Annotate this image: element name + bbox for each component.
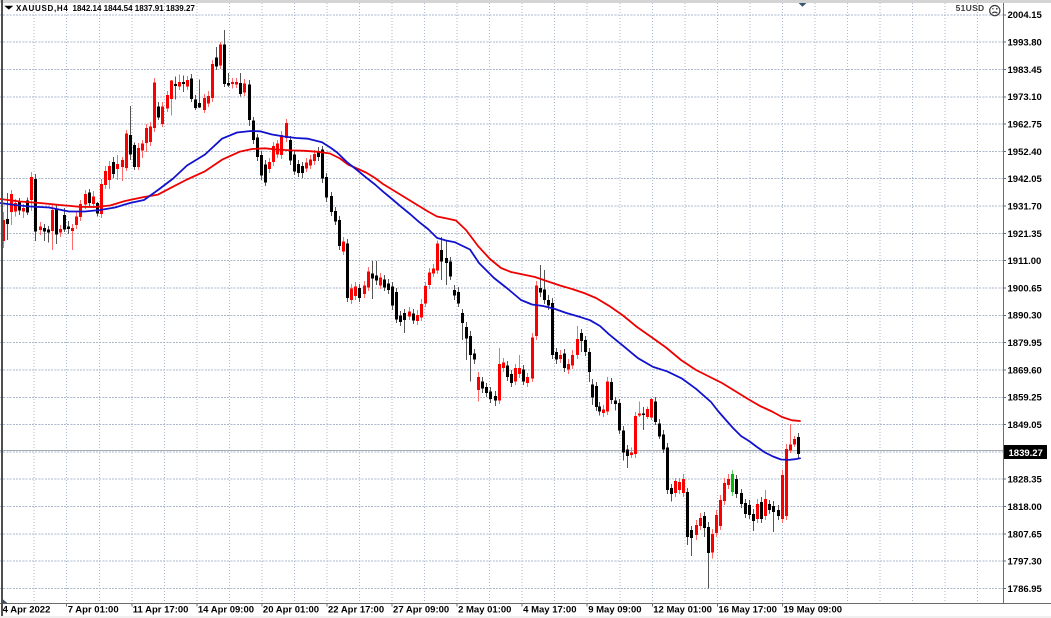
svg-text:1993.80: 1993.80	[1008, 38, 1042, 49]
svg-text:1962.75: 1962.75	[1008, 119, 1043, 130]
svg-text:1890.30: 1890.30	[1008, 311, 1042, 322]
svg-text:XAUUSD,H4: XAUUSD,H4	[16, 4, 69, 13]
svg-text:1869.60: 1869.60	[1008, 365, 1042, 376]
svg-text:27 Apr 09:00: 27 Apr 09:00	[393, 604, 449, 615]
svg-text:1983.45: 1983.45	[1008, 65, 1043, 76]
svg-text:1931.70: 1931.70	[1008, 201, 1042, 212]
svg-text:11 Apr 17:00: 11 Apr 17:00	[133, 604, 189, 615]
svg-text:1973.10: 1973.10	[1008, 92, 1042, 103]
svg-text:19 May 09:00: 19 May 09:00	[783, 604, 842, 615]
svg-text:2 May 01:00: 2 May 01:00	[458, 604, 511, 615]
svg-text:1786.95: 1786.95	[1008, 584, 1043, 595]
svg-text:4 May 17:00: 4 May 17:00	[523, 604, 576, 615]
svg-text:1797.30: 1797.30	[1008, 557, 1042, 568]
svg-text:14 Apr 09:00: 14 Apr 09:00	[198, 604, 254, 615]
svg-text:12 May 01:00: 12 May 01:00	[653, 604, 712, 615]
svg-text:7 Apr 01:00: 7 Apr 01:00	[68, 604, 119, 615]
svg-text:1849.05: 1849.05	[1008, 420, 1043, 431]
svg-text:1900.65: 1900.65	[1008, 283, 1043, 294]
svg-text:1842.14 1844.54 1837.91 1839.2: 1842.14 1844.54 1837.91 1839.27	[73, 4, 196, 13]
svg-text:1879.95: 1879.95	[1008, 338, 1043, 349]
svg-text:1859.25: 1859.25	[1008, 393, 1043, 404]
svg-text:1921.35: 1921.35	[1008, 229, 1043, 240]
svg-text:1807.65: 1807.65	[1008, 529, 1043, 540]
svg-text:20 Apr 01:00: 20 Apr 01:00	[263, 604, 319, 615]
svg-text:22 Apr 17:00: 22 Apr 17:00	[328, 604, 384, 615]
svg-text:1942.05: 1942.05	[1008, 174, 1043, 185]
svg-text:1818.00: 1818.00	[1008, 502, 1042, 513]
svg-text:2004.15: 2004.15	[1008, 10, 1043, 21]
svg-text:16 May 17:00: 16 May 17:00	[718, 604, 777, 615]
svg-text:9 May 09:00: 9 May 09:00	[588, 604, 641, 615]
svg-text:1911.00: 1911.00	[1008, 256, 1042, 267]
svg-text:4 Apr 2022: 4 Apr 2022	[3, 604, 51, 615]
svg-text:51USD: 51USD	[956, 3, 985, 13]
svg-text:1952.40: 1952.40	[1008, 147, 1042, 158]
svg-text:1828.35: 1828.35	[1008, 475, 1043, 486]
svg-text:1839.27: 1839.27	[1009, 448, 1043, 459]
